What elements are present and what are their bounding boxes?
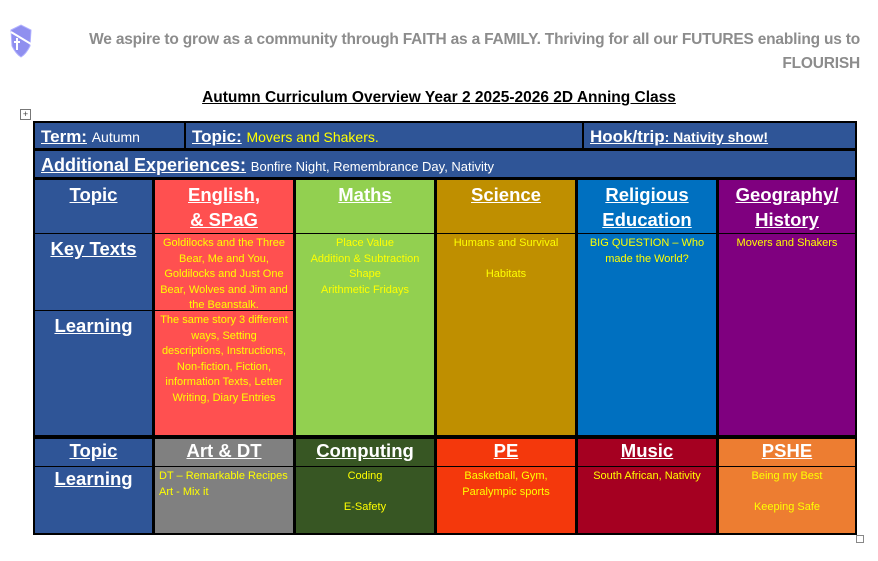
- school-motto: We aspire to grow as a community through…: [89, 31, 860, 72]
- row-label-learning-2: Learning: [35, 467, 152, 533]
- geography-history-content: Movers and Shakers: [719, 234, 855, 435]
- subject-header-music: Music: [578, 439, 716, 466]
- hook-value: : Nativity show!: [664, 129, 769, 145]
- additional-label: Additional Experiences:: [41, 155, 247, 175]
- science-content: Humans and Survival Habitats: [437, 234, 575, 435]
- hook-label: Hook/trip: [590, 127, 665, 146]
- maths-content: Place Value Addition & Subtraction Shape…: [296, 234, 434, 435]
- term-value: Autumn: [91, 129, 140, 145]
- table-move-handle-icon[interactable]: +: [20, 109, 31, 120]
- subject-header-pe: PE: [437, 439, 575, 466]
- re-content: BIG QUESTION – Who made the World?: [578, 234, 716, 435]
- english-learning: The same story 3 different ways, Setting…: [155, 311, 293, 435]
- row-label-topic: Topic: [35, 180, 152, 233]
- topic-label: Topic:: [192, 127, 242, 146]
- subject-header-pshe: PSHE: [719, 439, 855, 466]
- subject-header-geography-history: Geography/ History: [719, 180, 855, 233]
- art-dt-content: DT – Remarkable Recipes Art - Mix it: [155, 467, 293, 533]
- english-key-texts: Goldilocks and the Three Bear, Me and Yo…: [155, 234, 293, 310]
- table-resize-handle[interactable]: [856, 535, 864, 543]
- subject-header-computing: Computing: [296, 439, 434, 466]
- pe-content[interactable]: Basketball, Gym, Paralympic sports: [437, 467, 575, 533]
- curriculum-table: Term: Autumn Topic: Movers and Shakers. …: [33, 121, 857, 535]
- topic-value: Movers and Shakers.: [246, 129, 379, 145]
- additional-experiences-cell: Additional Experiences: Bonfire Night, R…: [35, 151, 855, 177]
- pshe-content: Being my Best Keeping Safe: [719, 467, 855, 533]
- term-label: Term:: [41, 127, 87, 146]
- hook-cell: Hook/trip: Nativity show!: [584, 123, 855, 148]
- additional-value: Bonfire Night, Remembrance Day, Nativity: [250, 159, 495, 174]
- document-title: Autumn Curriculum Overview Year 2 2025-2…: [202, 89, 676, 106]
- subject-header-art-dt: Art & DT: [155, 439, 293, 466]
- term-cell: Term: Autumn: [35, 123, 184, 148]
- row-label-key-texts: Key Texts: [35, 234, 152, 310]
- row-label-learning: Learning: [35, 311, 152, 435]
- row-label-topic-2: Topic: [35, 439, 152, 466]
- music-content: South African, Nativity: [578, 467, 716, 533]
- topic-cell: Topic: Movers and Shakers.: [186, 123, 582, 148]
- computing-content: Coding E-Safety: [296, 467, 434, 533]
- subject-header-re: Religious Education: [578, 180, 716, 233]
- shield-cross-icon: [10, 24, 32, 58]
- subject-header-science: Science: [437, 180, 575, 233]
- subject-header-maths: Maths: [296, 180, 434, 233]
- subject-header-english: English, & SPaG: [155, 180, 293, 233]
